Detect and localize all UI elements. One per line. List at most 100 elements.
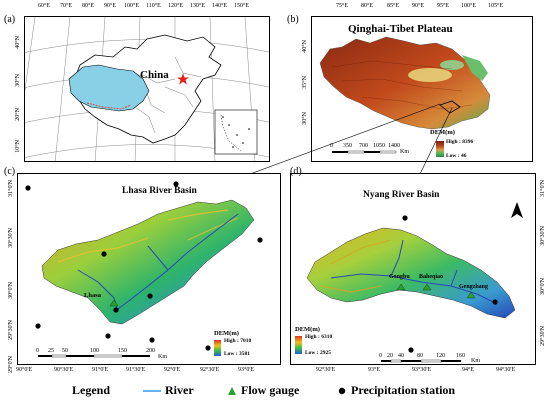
scale-c-1: 25 [48,348,54,354]
dem-low-d: Low : 2925 [305,350,331,356]
tick-d-right-2: 30°0'N [540,278,546,295]
tick-a-top-5: 110°E [146,3,161,9]
china-label: China [140,69,169,81]
scale-c-5: 200 [146,348,155,354]
scale-d-unit: Km [471,358,480,364]
gauge-label-baheqiao: Baheqiao [419,274,444,280]
scale-d-1: 20 [387,353,393,359]
tick-a-left-0: 40°N [15,36,21,49]
legend-title: Legend [72,383,111,397]
tick-c-left-2: 30°0'N [8,282,14,299]
flow-gauge-gengzhang [466,291,476,299]
panel-c-lhasa-basin: Lhasa River Basin Lhasa DEM(m) High : 70… [17,173,281,365]
legend-precipitation-icon [338,387,346,395]
tick-a-left-1: 30°N [15,74,21,87]
tick-c-left-3: 29°30'N [8,320,14,340]
tick-d-bottom-2: 93°30'E [412,367,432,373]
tick-d-bottom-1: 93°E [368,367,381,373]
tick-a-top-6: 120°E [168,3,184,9]
qinghai-tibet-plateau-region [68,64,150,112]
panel-d-label: (d) [290,166,302,177]
panel-b-plateau-map: Qinghai-Tibet Plateau DEM(m) High : 8396… [311,16,533,162]
tick-b-top-0: 75°E [336,3,349,9]
scale-d-2: 40 [398,353,404,359]
tick-b-left-2: 30°N [302,112,308,125]
plateau-shape [319,36,491,130]
tick-c-bottom-5: 92°30'E [200,367,220,373]
tick-d-right-0: 31°0'N [540,180,546,197]
panel-d-nyang-basin: Nyang River Basin Gongbu Baheqiao Gengzh… [290,173,536,365]
tick-a-top-3: 90°E [104,3,117,9]
scale-c-2: 50 [62,348,68,354]
plateau-dem-graphic [319,36,491,157]
scale-d-5: 160 [456,353,465,359]
tick-b-top-2: 85°E [387,3,400,9]
tick-c-bottom-0: 90°0'E [16,367,33,373]
scale-b-unit: Km [400,149,409,155]
panel-c-label: (c) [4,166,16,177]
gauge-label-gengzhang: Gengzhang [459,284,489,290]
tick-c-bottom-1: 90°30'E [54,367,74,373]
dem-low-b: Low : 46 [446,153,467,159]
tick-c-left-1: 30°30'N [8,228,14,248]
panel-b-label: (b) [287,14,299,25]
tick-b-top-5: 100°E [461,3,477,9]
tick-a-top-9: 150°E [234,3,250,9]
scale-c-unit: Km [158,354,167,360]
legend-flow-gauge-icon [228,387,236,395]
dem-low-c: Low : 3581 [224,351,250,357]
scale-d-0: 0 [379,353,382,359]
scale-b-2: 700 [359,143,368,149]
tick-c-bottom-2: 91°0'E [92,367,109,373]
tick-d-bottom-0: 92°30'E [316,367,336,373]
capital-star-icon [177,73,189,85]
tick-d-right-1: 30°30'N [540,226,546,246]
tick-a-left-3: 10°N [15,140,21,153]
dem-title-c: DEM(m) [214,330,239,337]
tick-c-bottom-6: 93°0'E [238,367,255,373]
tick-c-left-0: 31°0'N [8,180,14,197]
scale-bar-b [332,150,397,154]
tick-d-bottom-4: 94°30'E [496,367,516,373]
tick-d-bottom-3: 94°E [462,367,475,373]
flow-gauge-gongbu [396,283,406,291]
dem-high-d: High : 6310 [305,334,333,340]
tick-a-top-1: 70°E [60,3,73,9]
tick-c-left-4: 29°0'N [8,356,14,373]
dem-title-b: DEM(m) [430,129,455,136]
lhasa-station-label: Lhasa [84,292,101,299]
legend-precipitation-label: Precipitation station [351,383,456,397]
scale-c-0: 0 [36,348,39,354]
scale-d-3: 80 [417,353,423,359]
legend-river-label: River [165,383,194,397]
flow-gauge-baheqiao [422,283,432,291]
lhasa-basin-graphic [25,181,263,358]
flow-gauge-lhasa [109,299,119,307]
legend-flow-gauge-label: Flow gauge [241,383,300,397]
scale-c-3: 100 [90,348,99,354]
tick-b-top-1: 80°E [361,3,374,9]
scale-c-4: 150 [118,348,127,354]
scale-b-4: 1400 [388,143,400,149]
tick-a-top-7: 130°E [190,3,206,9]
china-map-graphic [25,17,269,161]
north-arrow-icon [511,202,523,218]
precipitation-stations-d [402,215,498,353]
tick-c-bottom-4: 92°0'E [164,367,181,373]
scale-d-4: 120 [436,353,445,359]
scale-b-1: 350 [343,143,352,149]
nyang-basin-graphic [295,202,523,363]
tick-b-top-4: 95°E [437,3,450,9]
tick-d-right-3: 29°30'N [540,326,546,346]
nyang-river-network [330,239,498,305]
panel-b-title: Qinghai-Tibet Plateau [348,23,453,35]
tick-c-bottom-3: 91°30'E [126,367,146,373]
tick-a-top-0: 60°E [38,3,51,9]
panel-d-title: Nyang River Basin [363,190,440,200]
dem-title-d: DEM(m) [295,326,320,333]
tick-b-top-6: 105°E [488,3,504,9]
panel-a-china-map: China [24,16,270,162]
lhasa-basin-shape [41,199,255,325]
gauge-label-gongbu: Gongbu [389,274,410,280]
precipitation-stations-c [25,181,263,351]
